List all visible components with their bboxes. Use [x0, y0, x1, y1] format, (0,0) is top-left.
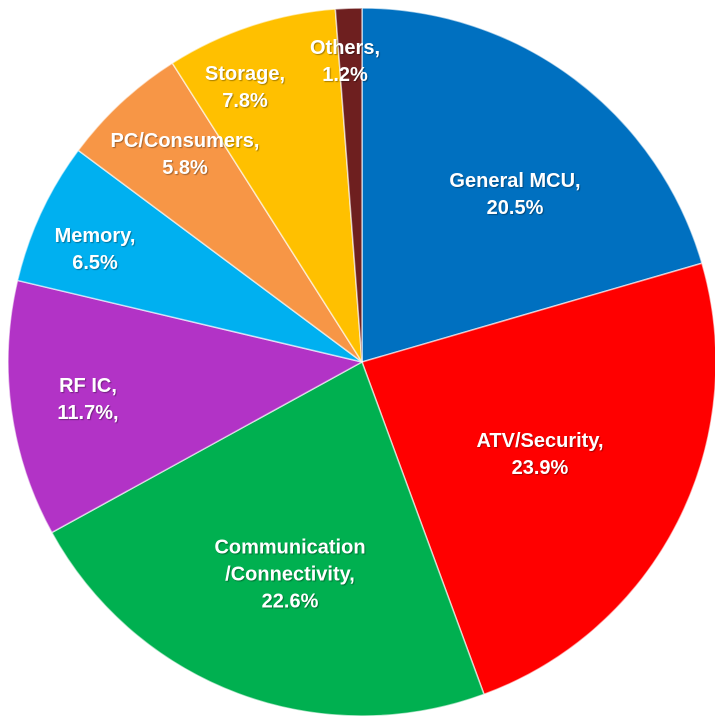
category-label: Memory, [54, 225, 136, 247]
slice-label: RF IC, 11.7%, [57, 373, 118, 427]
pie-slice [77, 62, 363, 363]
pie-slice [50, 360, 485, 717]
slice-label: Storage, 7.8% [205, 61, 285, 115]
value-label: 11.7%, [57, 402, 119, 424]
category-label: PC/Consumers, [110, 130, 260, 152]
category-label: ATV/Security, [476, 430, 604, 452]
pie-slice [361, 262, 715, 696]
category-label: RF IC, [59, 375, 117, 397]
pie-slice [171, 8, 363, 363]
pie-slice [16, 149, 363, 363]
value-label: 7.8% [222, 90, 268, 112]
value-label: 6.5% [72, 252, 118, 274]
pie-slice [7, 279, 365, 534]
value-label: 22.6% [261, 590, 319, 613]
slice-label: ATV/Security, 23.9% [476, 428, 603, 482]
value-label: 23.9% [511, 457, 569, 479]
slice-label: PC/Consumers, 5.8% [111, 128, 260, 182]
slice-label: Others, 1.2% [310, 35, 380, 89]
value-label: 5.8% [162, 157, 208, 179]
slice-label: General MCU, 20.5% [449, 168, 580, 222]
pie-slice [361, 7, 703, 363]
category-label: General MCU, [449, 170, 581, 192]
slice-label: Memory, 6.5% [55, 223, 136, 277]
category-label: Communication /Connectivity, [214, 536, 366, 586]
pie-slice [334, 7, 363, 363]
value-label: 1.2% [322, 64, 368, 86]
category-label: Storage, [204, 63, 286, 85]
value-label: 20.5% [486, 197, 544, 219]
slice-label: Communication /Connectivity, 22.6% [214, 535, 365, 616]
category-label: Others, [309, 37, 381, 59]
